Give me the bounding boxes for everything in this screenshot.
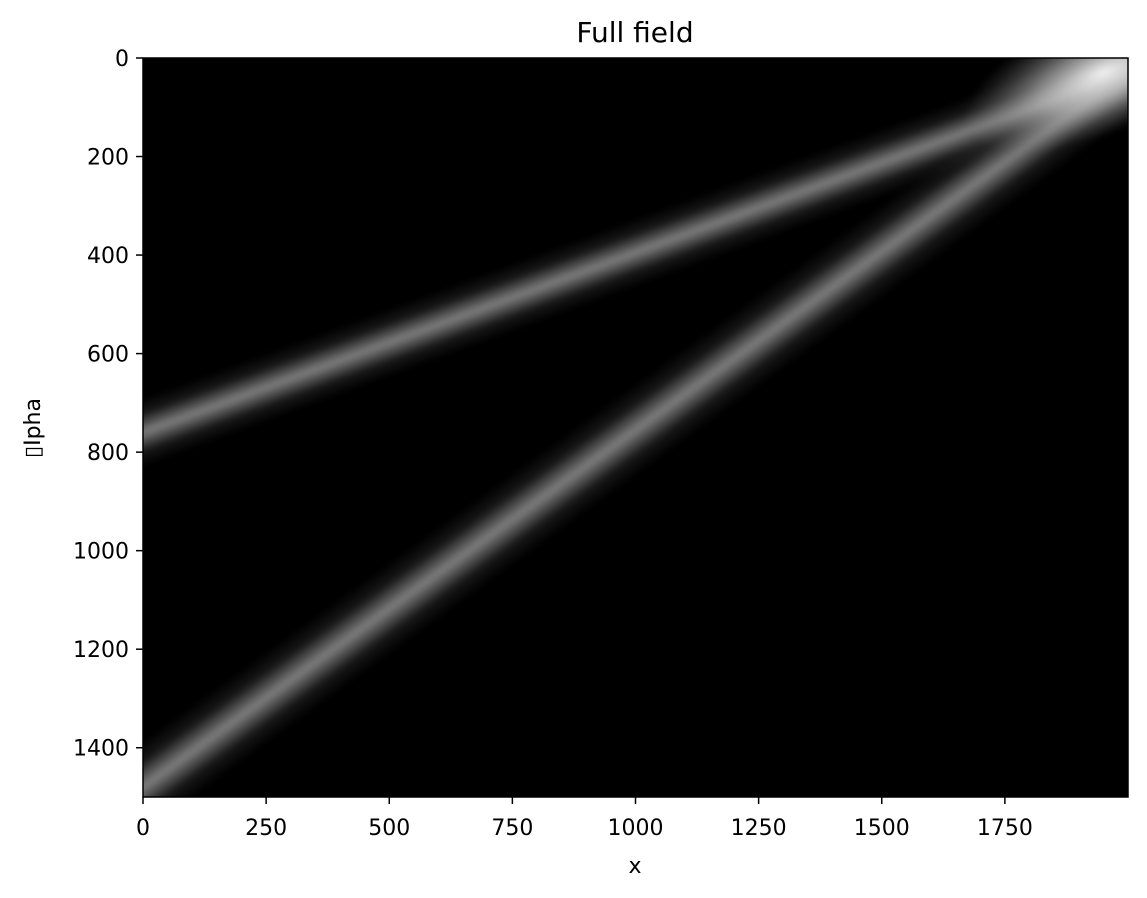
y-tick-label: 400 bbox=[87, 244, 129, 269]
x-tick-label: 0 bbox=[136, 816, 150, 841]
y-tick-label: 0 bbox=[115, 47, 129, 72]
y-tick-label: 1200 bbox=[73, 638, 129, 663]
x-axis: 0 250 500 750 1000 1250 1500 1750 bbox=[136, 797, 1033, 841]
y-tick-label: 1400 bbox=[73, 737, 129, 762]
x-axis-label: x bbox=[628, 854, 641, 879]
heatmap-band-1 bbox=[143, 58, 1128, 477]
x-tick-label: 250 bbox=[245, 816, 287, 841]
x-tick-label: 1000 bbox=[608, 816, 664, 841]
x-tick-label: 1750 bbox=[977, 816, 1033, 841]
x-tick-label: 500 bbox=[368, 816, 410, 841]
x-tick-label: 1500 bbox=[854, 816, 910, 841]
y-tick-label: 800 bbox=[87, 441, 129, 466]
y-tick-label: 200 bbox=[87, 146, 129, 171]
heatmap-band-2 bbox=[143, 58, 1128, 797]
chart-title: Full field bbox=[576, 16, 693, 49]
y-axis: 0 200 400 600 800 1000 1200 1400 bbox=[73, 47, 143, 762]
x-tick-label: 1250 bbox=[731, 816, 787, 841]
y-tick-label: 1000 bbox=[73, 540, 129, 565]
heatmap-bands bbox=[143, 58, 1128, 797]
heatmap-bright-spot bbox=[962, 58, 1128, 152]
x-tick-label: 750 bbox=[491, 816, 533, 841]
y-tick-label: 600 bbox=[87, 343, 129, 368]
y-axis-label: ▯Ipha bbox=[21, 398, 46, 458]
